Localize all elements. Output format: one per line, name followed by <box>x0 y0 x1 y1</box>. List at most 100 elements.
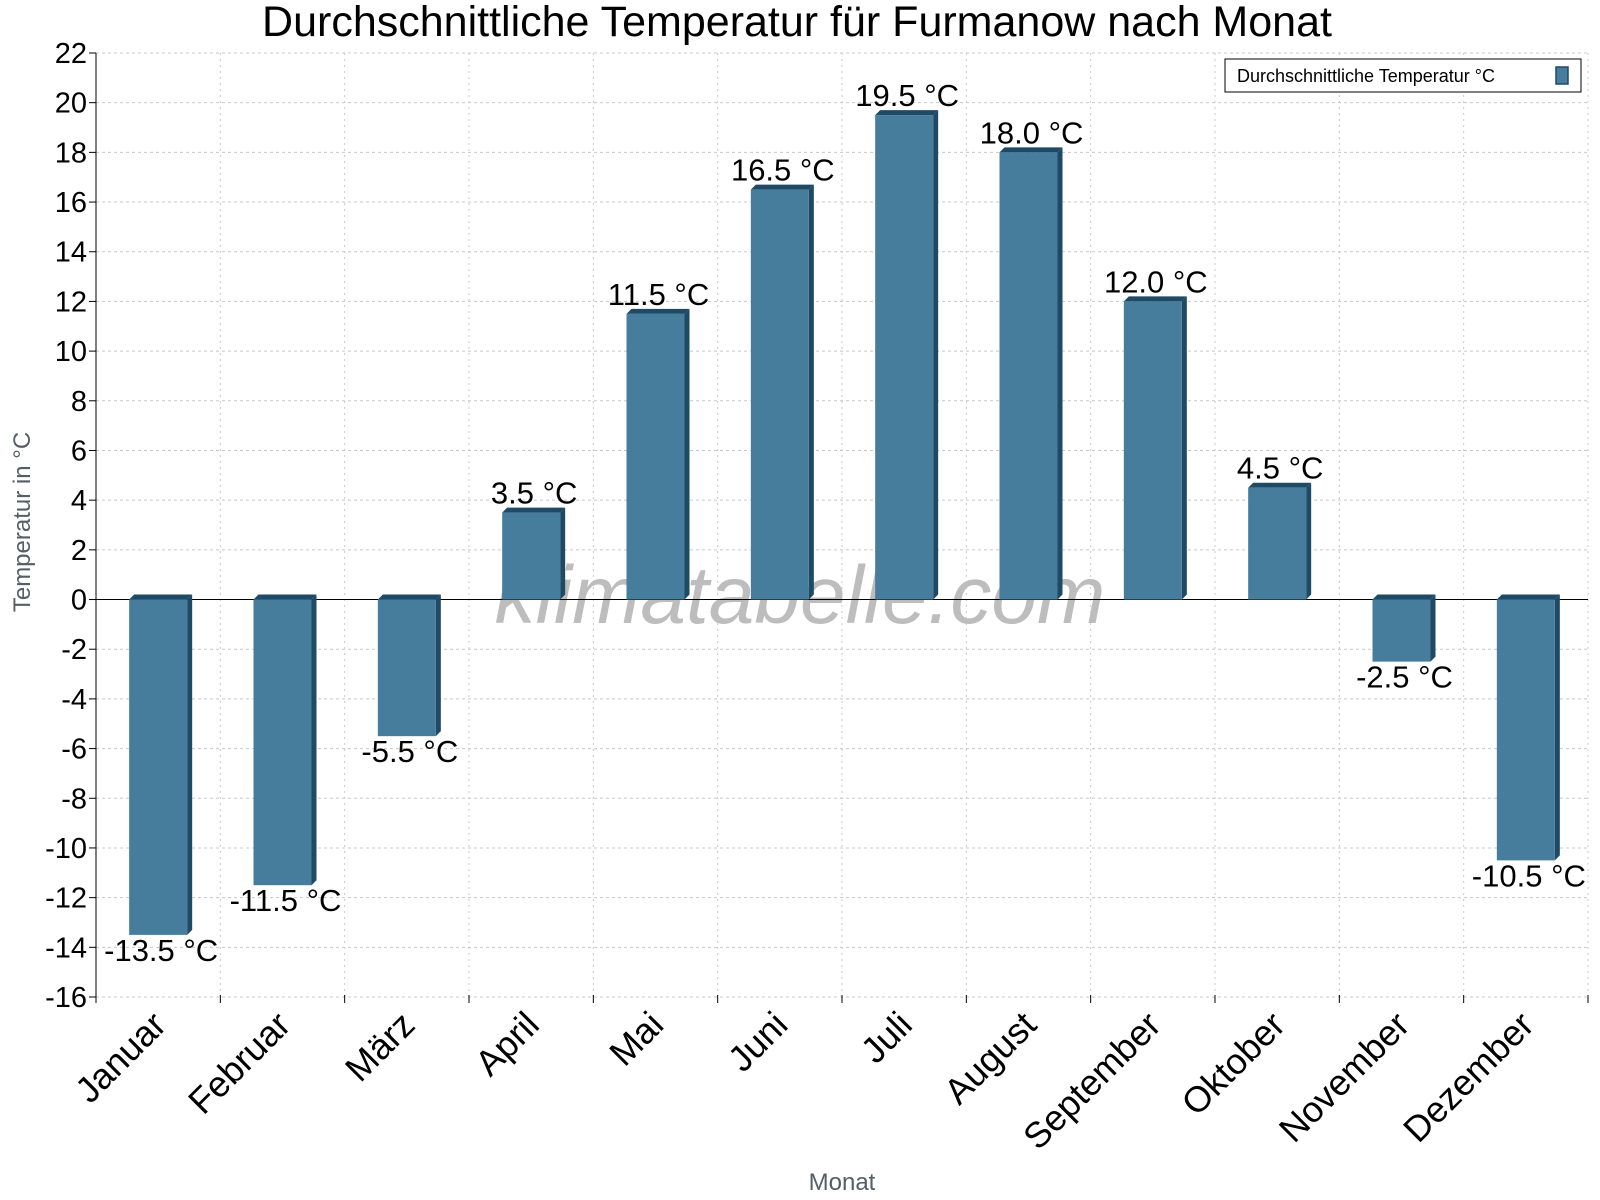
bar-top <box>750 184 814 190</box>
y-tick-label: 6 <box>71 435 87 467</box>
bar <box>626 308 690 600</box>
y-tick-label: -6 <box>61 734 87 766</box>
data-label: 18.0 °C <box>980 115 1084 150</box>
bar-front <box>502 512 561 600</box>
bar-side <box>933 110 939 600</box>
y-axis-label: Temperatur in °C <box>9 432 36 612</box>
y-tick-label: 22 <box>55 38 87 70</box>
chart-title: Durchschnittliche Temperatur für Furmano… <box>262 0 1332 46</box>
bar-front <box>1123 301 1182 600</box>
x-tick-label: August <box>936 1004 1044 1112</box>
bar-top <box>1248 482 1312 488</box>
y-tick-label: -16 <box>45 982 87 1014</box>
x-tick-label: April <box>467 1004 547 1084</box>
data-label: -2.5 °C <box>1356 660 1453 695</box>
y-tick-label: -4 <box>61 684 87 716</box>
bar-side <box>311 594 317 886</box>
bar-side <box>808 184 814 600</box>
legend-swatch <box>1555 66 1569 85</box>
legend-box <box>1224 58 1582 93</box>
bar-side <box>560 507 566 600</box>
y-tick-label: 18 <box>55 137 87 169</box>
y-tick-label: 10 <box>55 336 87 368</box>
bar <box>1372 594 1436 662</box>
data-label: 19.5 °C <box>855 78 959 113</box>
bar <box>253 594 317 886</box>
bar-side <box>435 594 441 737</box>
bar <box>502 507 566 600</box>
bar-side <box>1181 296 1187 600</box>
bar-top <box>502 507 566 513</box>
y-tick-label: -14 <box>45 932 87 964</box>
bar <box>875 110 939 600</box>
y-tick-label: 2 <box>71 535 87 567</box>
bar-top <box>875 110 939 116</box>
x-tick-label: Oktober <box>1173 1004 1293 1124</box>
data-label: 11.5 °C <box>608 277 709 312</box>
bar-front <box>999 152 1058 600</box>
data-label: -10.5 °C <box>1472 858 1586 893</box>
x-tick-label: November <box>1271 1004 1417 1150</box>
y-tick-label: -10 <box>45 833 87 865</box>
gridlines <box>95 52 1589 998</box>
y-tick-label: 20 <box>55 88 87 120</box>
bar <box>377 594 441 737</box>
bar-top <box>1372 594 1436 600</box>
data-label: -11.5 °C <box>230 883 342 918</box>
x-tick-label: Januar <box>67 1004 174 1111</box>
bar-side <box>1306 482 1312 600</box>
data-labels: -13.5 °C -11.5 °C -5.5 °C 3.5 °C 11.5 °C 16.5… <box>104 78 1586 968</box>
x-tick-label: Dezember <box>1395 1004 1541 1150</box>
bar-front <box>875 115 934 600</box>
data-label: -5.5 °C <box>361 734 458 769</box>
bar-top <box>129 594 193 600</box>
x-tick-label: Februar <box>180 1004 298 1122</box>
bar-top <box>999 147 1063 153</box>
bar-top <box>377 594 441 600</box>
y-tick-label: 14 <box>55 237 87 269</box>
y-tick-label: 0 <box>71 585 87 617</box>
bar-top <box>1123 296 1187 302</box>
y-tick-label: 8 <box>71 386 87 418</box>
bar-side <box>684 308 690 600</box>
bar-top <box>626 308 690 314</box>
bar-front <box>129 599 188 935</box>
bar-front <box>1248 487 1307 600</box>
bar-front <box>253 599 312 886</box>
x-tick-label: März <box>337 1004 423 1090</box>
data-label: 3.5 °C <box>491 476 578 511</box>
data-label: 4.5 °C <box>1237 451 1324 486</box>
y-tick-label: -2 <box>61 634 87 666</box>
data-label: 12.0 °C <box>1104 264 1208 299</box>
bars <box>129 110 1560 935</box>
bar-side <box>1554 594 1560 861</box>
legend: Durchschnittliche Temperatur °C <box>1224 58 1582 93</box>
x-axis-label: Monat <box>809 1169 876 1196</box>
y-tick-label: -12 <box>45 883 87 915</box>
bar-front <box>750 189 809 600</box>
x-tick-label: Mai <box>601 1004 671 1074</box>
y-tick-label: -8 <box>61 783 87 815</box>
bar-front <box>1372 599 1431 662</box>
bar <box>999 147 1063 600</box>
data-label: -13.5 °C <box>104 933 218 968</box>
bar-front <box>1496 599 1555 861</box>
bar <box>129 594 193 935</box>
bar-front <box>377 599 436 737</box>
y-tick-label: 12 <box>55 286 87 318</box>
bar-top <box>1496 594 1560 600</box>
x-tick-label: Juni <box>720 1004 796 1080</box>
bar <box>1123 296 1187 600</box>
bar-top <box>253 594 317 600</box>
legend-label: Durchschnittliche Temperatur °C <box>1237 66 1495 86</box>
bar-front <box>626 313 685 600</box>
bar-side <box>1430 594 1436 662</box>
x-tick-label: Juli <box>853 1004 920 1071</box>
y-tick-label: 16 <box>55 187 87 219</box>
bar-side <box>187 594 193 935</box>
bar <box>750 184 814 600</box>
bar <box>1496 594 1560 861</box>
y-tick-label: 4 <box>71 485 87 517</box>
data-label: 16.5 °C <box>731 153 835 188</box>
